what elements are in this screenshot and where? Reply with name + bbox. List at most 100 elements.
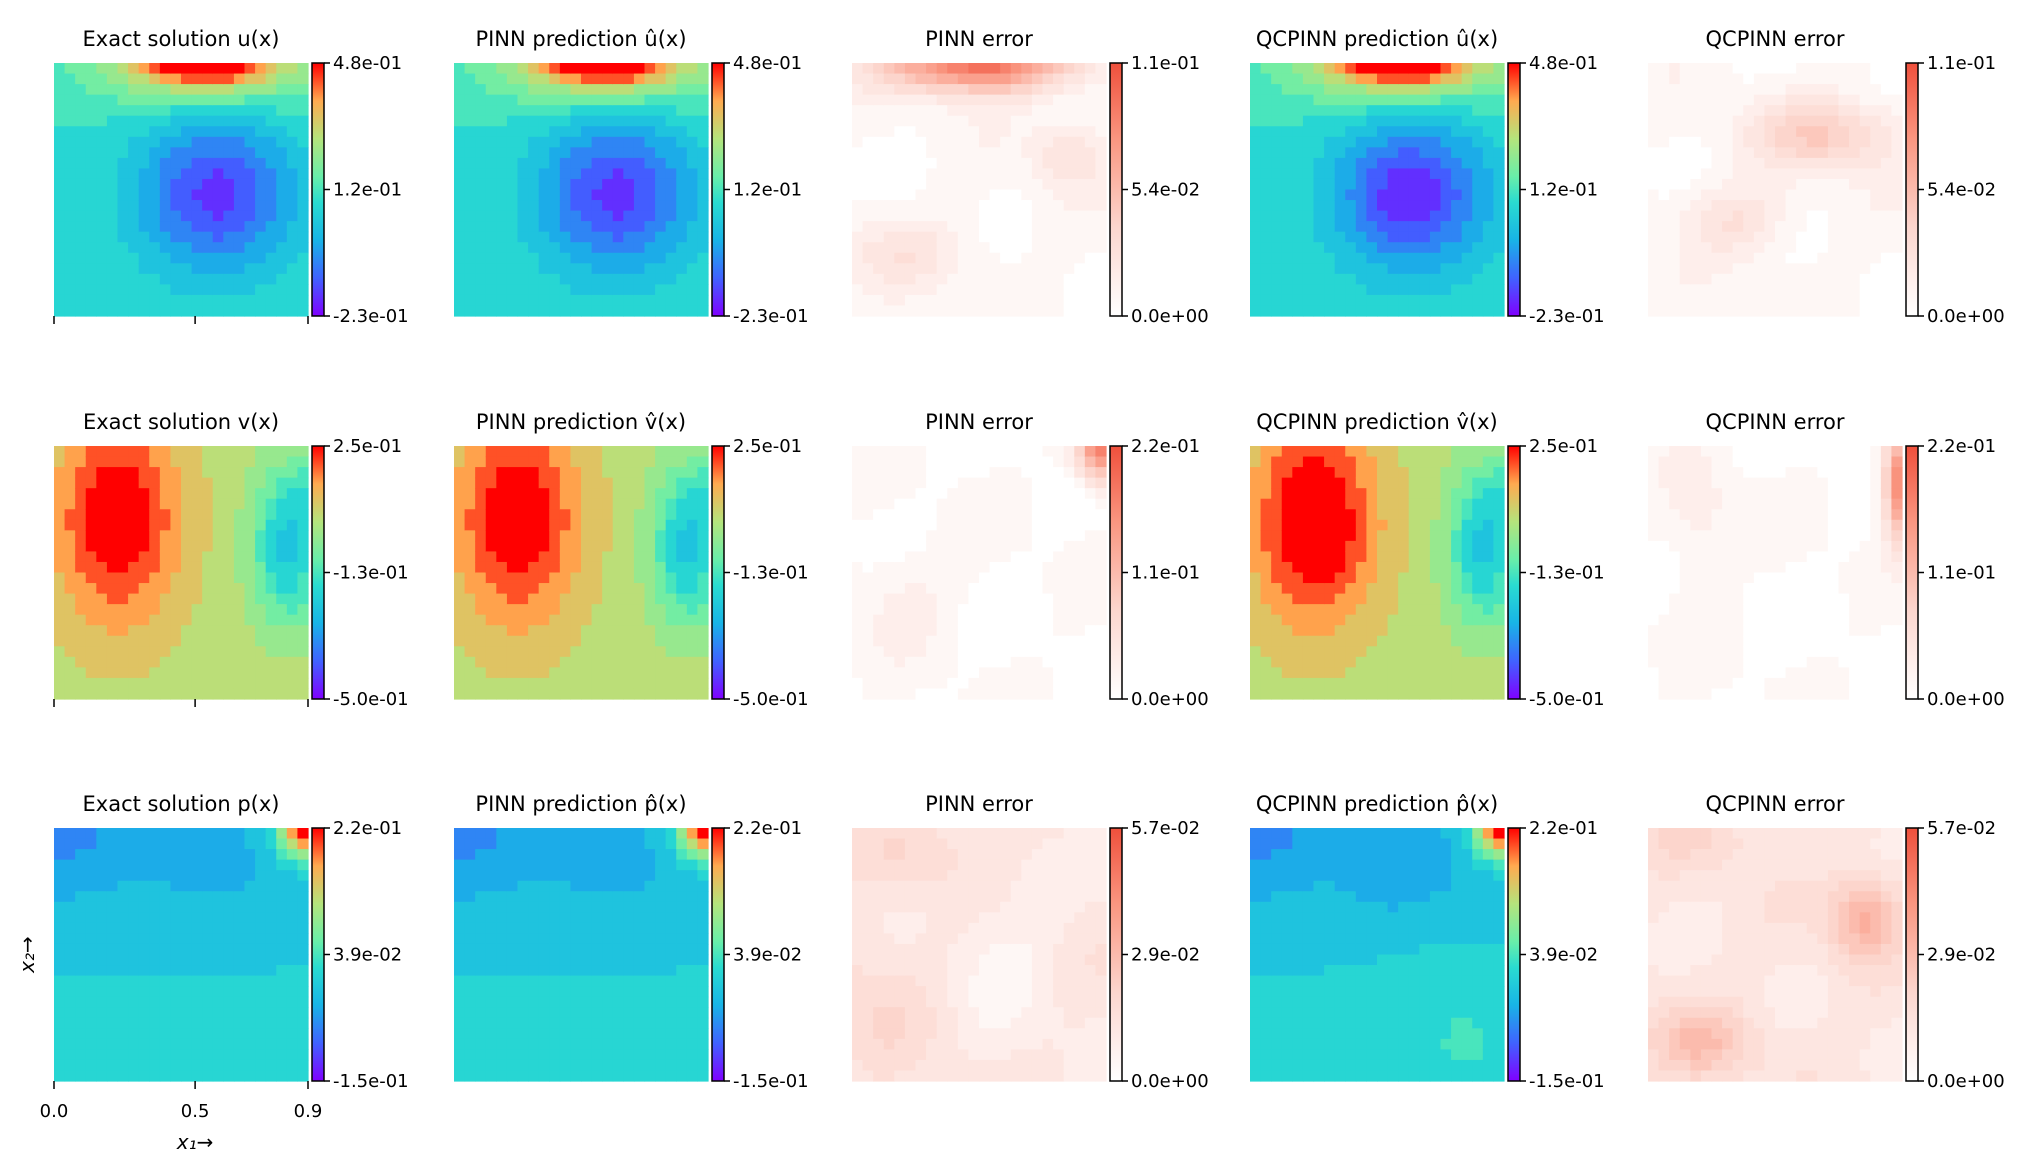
heatmap-cell	[212, 294, 224, 307]
heatmap-cell	[883, 604, 895, 616]
heatmap-cell	[1063, 210, 1075, 222]
heatmap-cell	[202, 126, 214, 138]
heatmap-cell	[255, 273, 267, 285]
heatmap-cell	[623, 688, 635, 700]
heatmap-cell	[1053, 115, 1065, 127]
heatmap-cell	[181, 115, 193, 127]
heatmap-cell	[644, 677, 656, 690]
colorbar-tick-label: -5.0e-01	[733, 689, 809, 710]
heatmap-cell	[852, 294, 864, 307]
heatmap-cell	[75, 210, 87, 222]
heatmap-cell	[517, 593, 529, 605]
heatmap-cell	[1345, 456, 1357, 468]
heatmap-cell	[926, 530, 938, 542]
heatmap-cell	[644, 446, 656, 458]
heatmap-cell	[1074, 94, 1086, 106]
heatmap-cell	[873, 635, 885, 647]
heatmap-cell	[265, 221, 277, 233]
heatmap-cell	[297, 530, 309, 542]
heatmap-cell	[64, 178, 76, 191]
heatmap-cell	[644, 635, 656, 647]
heatmap-cell	[64, 284, 76, 296]
heatmap-cell	[697, 614, 709, 626]
heatmap-cell	[915, 667, 927, 679]
heatmap-cell	[75, 583, 87, 595]
heatmap-cell	[1419, 221, 1431, 233]
heatmap-cell	[676, 677, 688, 690]
heatmap-cell	[255, 168, 267, 180]
heatmap-cell	[1010, 189, 1022, 201]
heatmap-cell	[1042, 263, 1054, 275]
heatmap-cell	[1764, 242, 1776, 254]
heatmap-cell	[1817, 178, 1829, 191]
heatmap-cell	[665, 646, 677, 658]
heatmap-cell	[223, 667, 235, 679]
heatmap-cell	[936, 294, 948, 307]
heatmap-cell	[1753, 178, 1766, 191]
heatmap-cell	[506, 189, 519, 201]
heatmap-cell	[697, 73, 709, 85]
heatmap-cell	[212, 477, 224, 489]
heatmap-cell	[181, 221, 193, 233]
heatmap-cell	[1063, 147, 1075, 159]
heatmap-cell	[989, 509, 1001, 521]
heatmap-cell	[1302, 593, 1315, 605]
heatmap-cell	[202, 656, 214, 668]
heatmap-cell	[581, 84, 593, 96]
heatmap-cell	[591, 667, 603, 679]
heatmap-cell	[528, 646, 540, 658]
heatmap-cell	[138, 242, 150, 254]
heatmap-cell	[644, 221, 656, 233]
heatmap-cell	[862, 84, 874, 96]
heatmap-cell	[549, 488, 561, 500]
heatmap-cell	[936, 200, 948, 212]
heatmap-cell	[979, 168, 991, 180]
heatmap-cell	[538, 263, 550, 275]
heatmap-cell	[475, 252, 487, 264]
heatmap-cell	[538, 604, 550, 616]
heatmap-cell	[570, 115, 582, 127]
heatmap-cell	[1700, 189, 1713, 201]
heatmap-cell	[1302, 467, 1315, 479]
heatmap-cell	[1313, 305, 1325, 317]
heatmap-cell	[138, 688, 150, 700]
heatmap-cell	[1260, 625, 1272, 637]
heatmap-cell	[181, 242, 193, 254]
heatmap-cell	[528, 189, 540, 201]
heatmap-cell	[297, 168, 309, 180]
heatmap-cell	[1053, 210, 1065, 222]
heatmap-cell	[1806, 284, 1818, 296]
heatmap-cell	[862, 94, 874, 106]
heatmap-cell	[1775, 73, 1787, 85]
heatmap-cell	[915, 519, 927, 531]
heatmap-cell	[1292, 284, 1304, 296]
heatmap-cell	[1292, 200, 1304, 212]
heatmap-cell	[1010, 688, 1022, 700]
heatmap-cell	[936, 583, 948, 595]
heatmap-cell	[676, 273, 688, 285]
heatmap-cell	[485, 273, 497, 285]
heatmap-cell	[286, 540, 299, 553]
heatmap-cell	[117, 572, 129, 584]
heatmap-cell	[644, 530, 656, 542]
heatmap-cell	[223, 488, 235, 500]
heatmap-cell	[1324, 231, 1336, 243]
heatmap-cell	[506, 84, 519, 96]
heatmap-cell	[633, 477, 646, 489]
heatmap-cell	[873, 189, 885, 201]
heatmap-cell	[1785, 157, 1797, 170]
heatmap-cell	[117, 561, 129, 574]
heatmap-cell	[1387, 63, 1399, 75]
heatmap-cell	[926, 210, 938, 222]
heatmap-cell	[665, 688, 677, 700]
heatmap-cell	[191, 614, 203, 626]
heatmap-cell	[1859, 263, 1871, 275]
heatmap-cell	[1838, 305, 1850, 317]
heatmap-cell	[297, 614, 309, 626]
colorbar	[1109, 445, 1123, 700]
heatmap-cell	[852, 231, 864, 243]
heatmap-cell	[1387, 294, 1399, 307]
heatmap-cell	[75, 147, 87, 159]
heatmap-cell	[496, 168, 508, 180]
heatmap-cell	[904, 210, 917, 222]
